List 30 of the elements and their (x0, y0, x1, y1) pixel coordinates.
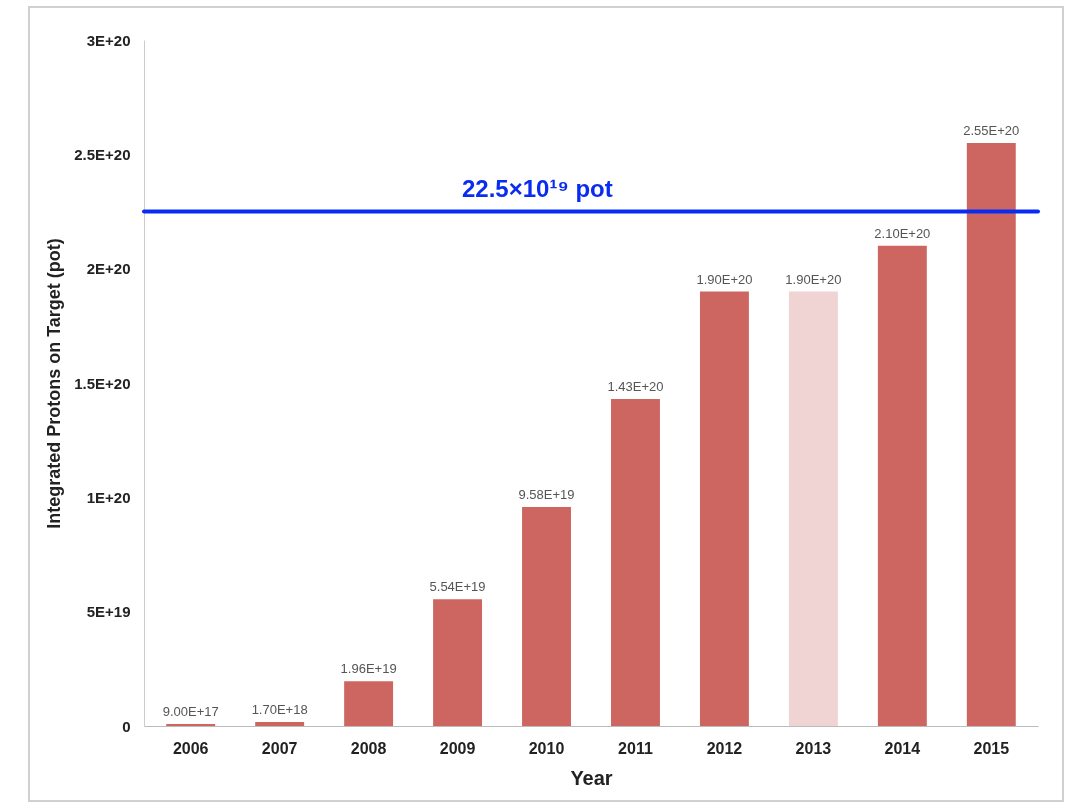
y-tick-label: 0 (122, 717, 131, 735)
data-label: 2.55E+20 (963, 122, 1020, 138)
data-label: 1.96E+19 (340, 661, 397, 677)
x-axis-title: Year (570, 766, 613, 789)
x-tick-label: 2014 (884, 739, 921, 757)
y-tick-label: 2.5E+20 (74, 145, 131, 163)
y-tick-label: 1.5E+20 (74, 374, 131, 392)
data-label: 1.90E+20 (696, 271, 753, 287)
data-label: 1.70E+18 (251, 702, 308, 718)
y-tick-label: 1E+20 (86, 488, 131, 506)
data-label: 9.58E+19 (518, 486, 575, 502)
data-label: 2.10E+20 (874, 225, 931, 241)
y-axis-title: Integrated Protons on Target (pot) (44, 238, 65, 529)
x-tick-label: 2015 (973, 739, 1010, 757)
data-label: 1.90E+20 (785, 271, 842, 287)
x-tick-label: 2008 (350, 739, 387, 757)
x-tick-label: 2007 (261, 739, 298, 757)
x-tick-label: 2009 (439, 739, 476, 757)
ref-line-label: 22.5×10¹⁹ pot (461, 174, 613, 202)
data-label: 9.00E+17 (162, 703, 219, 719)
y-tick-label: 5E+19 (86, 603, 131, 621)
y-tick-label: 2E+20 (86, 260, 131, 278)
data-label: 5.54E+19 (429, 579, 486, 595)
data-label: 1.43E+20 (607, 379, 664, 395)
x-tick-label: 2011 (618, 739, 653, 757)
y-tick-label: 3E+20 (86, 31, 131, 49)
x-tick-label: 2010 (528, 739, 565, 757)
x-tick-label: 2006 (172, 739, 209, 757)
x-tick-label: 2013 (795, 739, 832, 757)
x-tick-label: 2012 (706, 739, 743, 757)
